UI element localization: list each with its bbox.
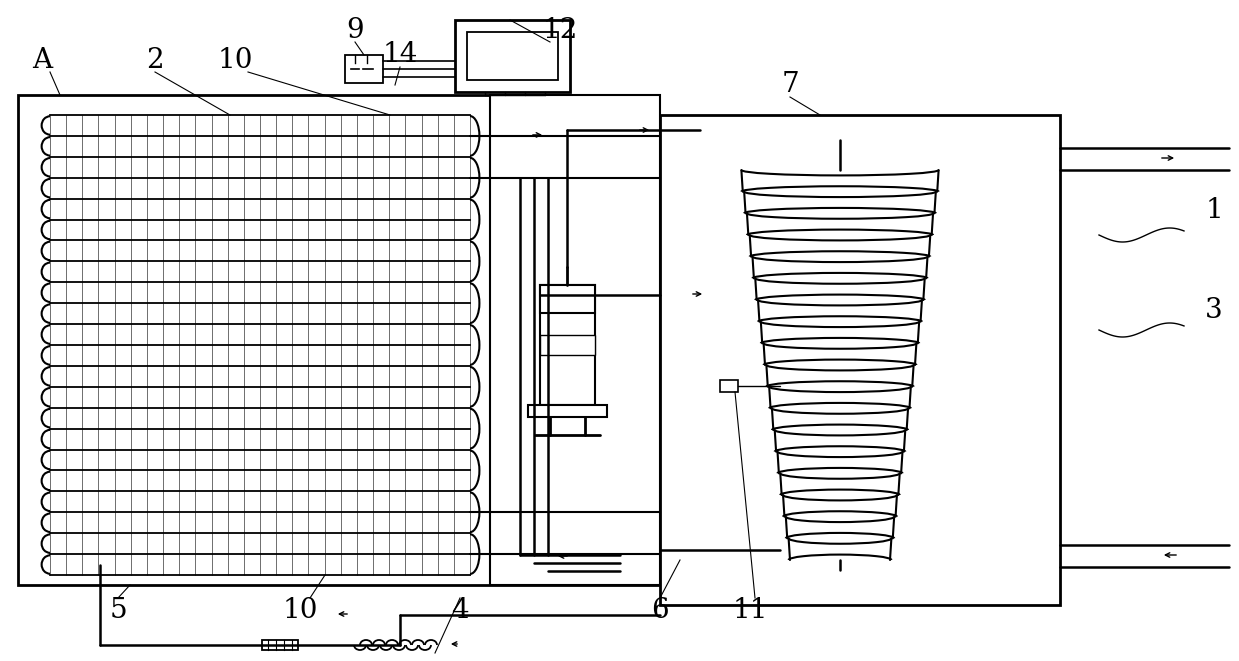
Text: 5: 5 [109, 596, 126, 623]
Bar [261, 640, 299, 650]
Bar [489, 95, 660, 585]
Text: 1: 1 [1206, 196, 1223, 223]
Bar [19, 95, 658, 585]
Text: 7: 7 [781, 71, 799, 98]
Text: 3: 3 [1206, 297, 1223, 323]
Text: 10: 10 [217, 46, 253, 73]
Bar [528, 405, 607, 417]
Bar [344, 55, 383, 83]
Text: A: A [32, 46, 52, 73]
Bar [540, 285, 595, 405]
Text: 6: 6 [652, 596, 669, 623]
Bar [455, 20, 570, 92]
Text: 2: 2 [146, 46, 164, 73]
Text: 11: 11 [732, 596, 768, 623]
Text: 14: 14 [383, 42, 418, 69]
Bar [540, 285, 595, 313]
Bar [467, 32, 558, 80]
Text: 4: 4 [451, 596, 468, 623]
Text: 9: 9 [346, 17, 364, 44]
Bar [720, 380, 738, 392]
Bar [660, 115, 1061, 605]
Text: 12: 12 [543, 17, 577, 44]
Text: 10: 10 [282, 596, 317, 623]
Bar [540, 335, 595, 355]
